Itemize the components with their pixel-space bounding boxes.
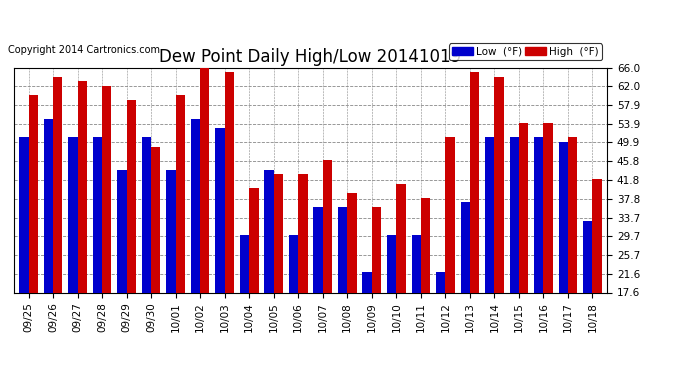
Bar (43, 118, 53, 374)
Bar (583, 221, 593, 374)
Bar (534, 137, 544, 374)
Bar (176, 95, 185, 374)
Bar (323, 160, 332, 374)
Bar (387, 235, 396, 374)
Bar (568, 137, 578, 374)
Bar (225, 72, 234, 374)
Bar (240, 235, 249, 374)
Bar (559, 142, 568, 374)
Bar (215, 128, 225, 374)
Bar (117, 170, 126, 374)
Bar (28, 95, 38, 374)
Bar (485, 137, 495, 374)
Bar (289, 235, 298, 374)
Bar (298, 174, 308, 374)
Bar (77, 81, 87, 374)
Legend: Low  (°F), High  (°F): Low (°F), High (°F) (449, 44, 602, 60)
Bar (142, 137, 151, 374)
Bar (495, 77, 504, 374)
Bar (274, 174, 283, 374)
Bar (151, 147, 161, 374)
Bar (510, 137, 519, 374)
Bar (460, 202, 470, 374)
Bar (470, 72, 479, 374)
Bar (53, 77, 62, 374)
Bar (436, 272, 445, 374)
Text: Copyright 2014 Cartronics.com: Copyright 2014 Cartronics.com (8, 45, 160, 55)
Bar (544, 123, 553, 374)
Bar (445, 137, 455, 374)
Title: Dew Point Daily High/Low 20141019: Dew Point Daily High/Low 20141019 (159, 48, 462, 66)
Bar (313, 207, 323, 374)
Bar (166, 170, 176, 374)
Bar (372, 207, 381, 374)
Bar (362, 272, 372, 374)
Bar (191, 118, 200, 374)
Bar (519, 123, 529, 374)
Bar (347, 193, 357, 374)
Bar (200, 68, 210, 374)
Bar (411, 235, 421, 374)
Bar (338, 207, 347, 374)
Bar (126, 100, 136, 374)
Bar (396, 184, 406, 374)
Bar (593, 179, 602, 374)
Bar (102, 86, 111, 374)
Bar (92, 137, 102, 374)
Bar (264, 170, 274, 374)
Bar (68, 137, 77, 374)
Bar (421, 198, 430, 374)
Bar (249, 188, 259, 374)
Bar (19, 137, 28, 374)
